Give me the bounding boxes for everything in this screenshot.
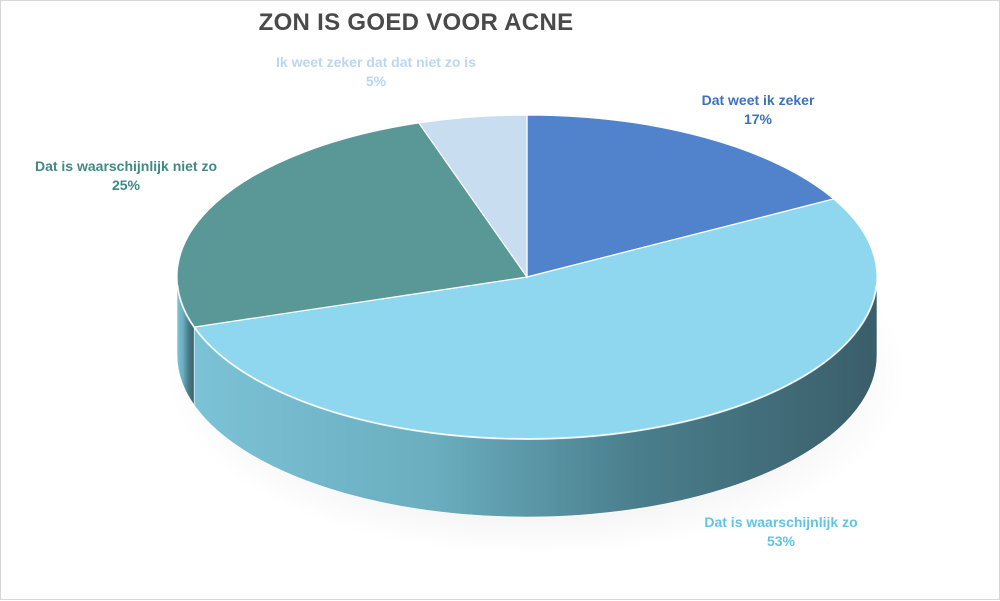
chart-title: ZON IS GOED VOOR ACNE <box>258 9 574 36</box>
slice-percent: 25% <box>111 177 141 193</box>
slice-percent: 17% <box>743 111 773 127</box>
slice-label-dat-weet-ik-zeker: Dat weet ik zeker 17% <box>673 91 843 129</box>
pie-slice-3 <box>417 114 528 279</box>
slice-label-ik-weet-zeker-dat-dat-niet-zo-is: Ik weet zeker dat dat niet zo is 5% <box>271 53 481 91</box>
slice-label-dat-is-waarschijnlijk-niet-zo: Dat is waarschijnlijk niet zo 25% <box>21 157 231 195</box>
slice-name: Ik weet zeker dat dat niet zo is <box>276 54 476 70</box>
slice-name: Dat weet ik zeker <box>701 92 815 108</box>
slice-name: Dat is waarschijnlijk niet zo <box>34 158 218 174</box>
slice-label-dat-is-waarschijnlijk-zo: Dat is waarschijnlijk zo 53% <box>681 513 881 551</box>
pie-slice-0 <box>526 114 835 278</box>
slice-name: Dat is waarschijnlijk zo <box>704 514 858 530</box>
slice-percent: 53% <box>766 533 796 549</box>
pie-rim-highlight <box>176 284 878 440</box>
slice-percent: 5% <box>365 73 387 89</box>
